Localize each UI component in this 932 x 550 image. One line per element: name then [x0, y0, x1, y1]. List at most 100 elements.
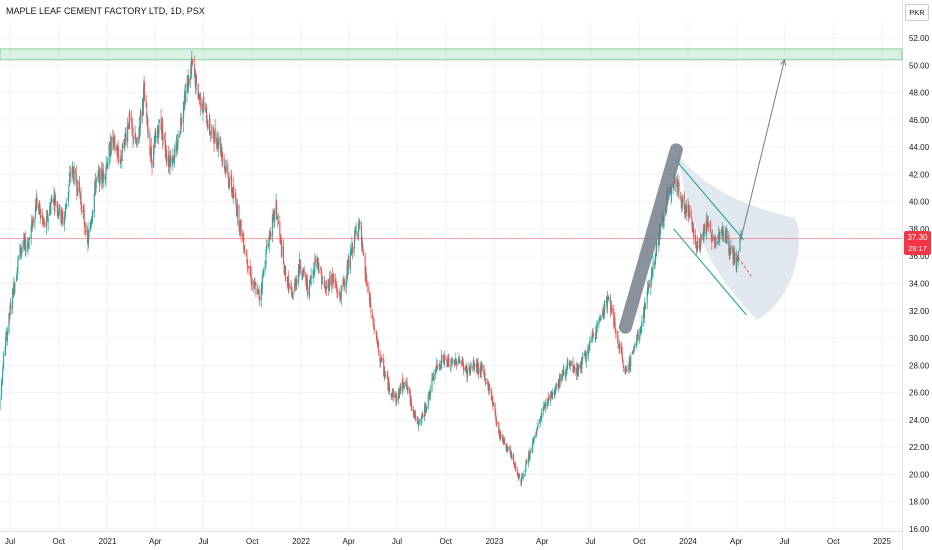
candle-body	[65, 204, 67, 207]
candle-body	[611, 308, 613, 311]
candle-body	[193, 64, 196, 75]
candle-body	[570, 362, 572, 364]
candle-body	[268, 244, 270, 249]
candle-body	[622, 358, 624, 364]
candle-body	[90, 223, 92, 231]
candle-body	[308, 280, 311, 297]
candle-body	[318, 270, 320, 273]
candle-body	[77, 179, 79, 196]
candle-body	[270, 233, 272, 237]
candle-body	[224, 165, 226, 168]
candle-body	[516, 470, 518, 474]
candle-body	[262, 269, 264, 275]
candle-body	[499, 429, 501, 439]
candle-body	[574, 367, 576, 373]
candle-body	[542, 409, 544, 412]
candle-body	[391, 394, 393, 396]
candle-body	[186, 83, 188, 93]
candle-body	[561, 373, 563, 377]
candle-body	[674, 177, 676, 185]
candle-body	[113, 136, 115, 142]
candle-body	[381, 358, 383, 361]
candle-body	[654, 262, 656, 265]
candle-body	[596, 323, 598, 327]
candle-body	[162, 122, 164, 141]
candle-body	[622, 364, 624, 369]
currency-button[interactable]: PKR	[905, 4, 929, 21]
candle-body	[150, 147, 153, 162]
candle-body	[383, 359, 385, 376]
x-tick-label: Oct	[440, 537, 453, 546]
candle-body	[652, 262, 654, 274]
candle-body	[484, 372, 486, 377]
candle-body	[700, 234, 702, 247]
candle-body	[339, 295, 341, 297]
candle-body	[695, 241, 697, 245]
candle-body	[717, 234, 719, 244]
candle-body	[292, 292, 294, 300]
candle-body	[665, 210, 667, 213]
candle-body	[435, 369, 437, 371]
candle-body	[541, 412, 543, 421]
candle-body	[277, 220, 279, 225]
candle-body	[140, 112, 142, 119]
candle-body	[598, 321, 600, 325]
candle-body	[588, 344, 590, 345]
candle-body	[650, 274, 652, 280]
candle-body	[219, 137, 221, 153]
candle-body	[261, 274, 263, 290]
candle-body	[66, 203, 68, 206]
candle-body	[30, 226, 32, 239]
candle-body	[536, 430, 538, 432]
candle-body	[737, 259, 739, 260]
candle-body	[602, 308, 604, 316]
candle-body	[113, 135, 115, 139]
candle-body	[244, 248, 246, 251]
candle-body	[698, 241, 700, 243]
candle-body	[440, 356, 443, 368]
candle-body	[307, 287, 309, 295]
candle-body	[75, 169, 77, 174]
candle-body	[2, 371, 4, 382]
y-tick-label: 16.00	[909, 525, 930, 534]
candle-body	[239, 221, 241, 232]
candle-body	[514, 466, 516, 467]
candle-body	[88, 230, 90, 238]
candle-body	[595, 331, 597, 336]
candle-body	[480, 365, 482, 373]
projection-flag-shape	[677, 153, 800, 321]
candle-body	[409, 391, 411, 403]
candle-body	[470, 366, 472, 368]
y-tick-label: 36.00	[909, 252, 930, 261]
candle-body	[535, 434, 537, 438]
candle-body	[61, 213, 63, 221]
candle-body	[361, 243, 364, 249]
candle-body	[488, 383, 490, 391]
y-axis: 52.00 50.00 48.00 46.00 44.00 42.00 40.00 38.00…	[909, 34, 930, 534]
candle-body	[715, 242, 717, 244]
candle-body	[176, 145, 179, 149]
projection-shape	[677, 153, 800, 321]
candle-body	[322, 277, 324, 280]
candle-body	[381, 357, 383, 359]
candle-body	[350, 250, 352, 255]
candle-body	[594, 337, 596, 339]
candle-body	[392, 388, 394, 398]
candle-body	[348, 258, 350, 268]
candle-body	[298, 258, 300, 273]
candle-body	[350, 252, 352, 254]
candle-body	[68, 178, 70, 186]
candle-body	[572, 360, 574, 372]
candle-body	[548, 395, 550, 401]
y-tick-label: 48.00	[909, 89, 930, 98]
candle-body	[731, 246, 734, 250]
candle-body	[321, 271, 323, 285]
candle-body	[581, 357, 584, 361]
candle-body	[147, 136, 149, 138]
y-tick-label: 40.00	[909, 198, 930, 207]
candle-body	[359, 221, 361, 225]
candle-body	[279, 234, 281, 238]
candle-body	[647, 287, 649, 295]
candle-body	[210, 133, 212, 135]
